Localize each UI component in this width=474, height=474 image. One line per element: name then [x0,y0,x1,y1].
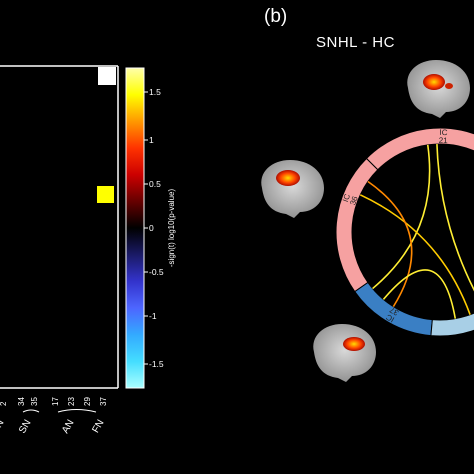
network-label: SN [17,418,33,436]
network-label: N [0,418,7,430]
colorbar-ticks: 1.5 1 0.5 0 -0.5 -1 -1.5 [144,87,164,369]
matrix-cell-yellow [97,186,114,203]
x-tick-label: 2 [0,401,8,406]
chord-diagram: IC21 IC36 IC37 [335,127,474,337]
x-tick-label: 34 [17,397,26,406]
ring-segment-ic21 [365,127,474,171]
chord-link-4 [367,180,413,308]
panel-b-title: SNHL - HC [316,34,395,51]
x-tick-label: 35 [30,397,39,406]
x-tick-label: 29 [83,397,92,406]
x-tick-label: 37 [99,397,108,406]
brain-slice-top [407,60,470,118]
brace-an [57,409,97,413]
panel-b-label: (b) [264,6,288,27]
chord-link-5 [382,269,457,319]
network-label: AN [60,418,76,436]
ring-segment-ic37 [354,281,433,337]
connectivity-matrix: 2 34 35 17 23 29 37 N SN AN FN [0,65,119,436]
chord-link-1 [372,144,431,290]
matrix-cell-white [98,67,116,85]
colorbar: 1.5 1 0.5 0 -0.5 -1 -1.5 -sign(t) log10(p-valu… [125,67,176,389]
matrix-x-ticks: 2 34 35 17 23 29 37 [0,397,108,406]
colorbar-tick-label: 1 [149,135,154,145]
colorbar-tick-label: 1.5 [149,87,161,97]
chord-link-2 [436,144,474,292]
brain-slice-bottom [313,324,376,382]
ring-segment-light-blue [430,312,474,337]
colorbar-tick-label: 0 [149,223,154,233]
matrix-network-labels: N SN AN FN [0,418,107,436]
ring-segment-ic36 [335,157,379,293]
ring-label-ic36: IC36 [341,192,360,207]
brain-slice-left [261,160,324,218]
colorbar-tick-label: -1.5 [149,359,164,369]
x-tick-label: 17 [51,397,60,406]
colorbar-tick-label: -1 [149,311,157,321]
colorbar-tick-label: 0.5 [149,179,161,189]
network-label: FN [90,418,106,435]
x-tick-label: 23 [67,397,76,406]
colorbar-tick-label: -0.5 [149,267,164,277]
colorbar-label: -sign(t) log10(p-value) [167,189,176,268]
brace-sn [22,409,40,413]
chord-link-3 [359,194,471,315]
colorbar-bar [125,67,145,389]
ring-label-ic21: IC21 [439,128,449,145]
